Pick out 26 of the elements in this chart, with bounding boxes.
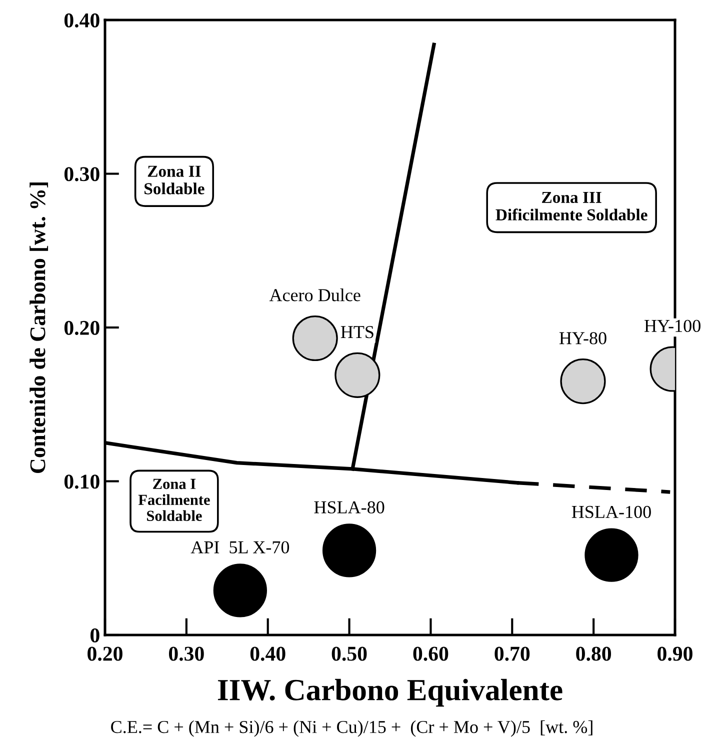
x-tick-label: 0.70 [494, 646, 530, 661]
y-axis-title: Contenido de Carbono [wt. %] [30, 182, 48, 474]
annotation: HY-100 [644, 320, 700, 332]
x-tick-label: 0.90 [658, 646, 692, 661]
annotation: Zona III Dificilmente Soldable [496, 192, 648, 220]
annotation: Acero Dulce [269, 288, 360, 302]
x-tick-label: 0.40 [250, 646, 286, 661]
x-tick-label: 0.80 [576, 646, 612, 661]
x-axis-title: IIW. Carbono Equivalente [218, 678, 562, 707]
y-tick-label: 0.40 [64, 13, 100, 28]
x-tick-label: 0.60 [413, 646, 448, 661]
annotation: Zona I Facilmente Soldable [138, 478, 210, 522]
annotation: Zona II Soldable [144, 166, 204, 194]
y-tick-label: 0.30 [64, 167, 100, 182]
annotation: API 5L X-70 [190, 541, 290, 554]
x-tick-label: 0.50 [332, 646, 367, 661]
annotation: HY-80 [559, 332, 606, 344]
y-tick-label: 0.20 [64, 320, 100, 336]
y-tick-label: 0.10 [64, 474, 100, 489]
x-tick-label: 0.30 [168, 646, 204, 661]
annotation: HTS [340, 326, 374, 338]
text: C.E.= C + (Mn + Si)/6 + (Ni + Cu)/15 + (Cr + Mo + V)/5 [wt. %] [111, 720, 592, 737]
annotation: HSLA-100 [572, 506, 651, 518]
annotation: HSLA-80 [314, 501, 384, 514]
y-tick-label: 0 [90, 628, 100, 642]
x-tick-label: 0.20 [88, 646, 122, 661]
